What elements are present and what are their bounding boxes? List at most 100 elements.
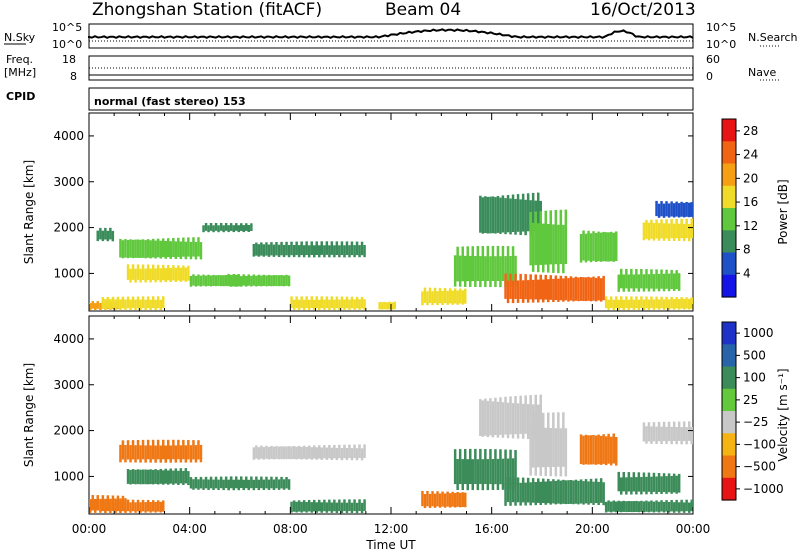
power-region-1-cell xyxy=(104,227,107,240)
velocity-region-9-cell xyxy=(496,458,500,490)
velocity-region-7-cell xyxy=(310,502,313,513)
power-region-7-cell xyxy=(287,245,291,258)
power-region-11-cell xyxy=(438,287,442,304)
power-region-7-cell xyxy=(315,241,318,255)
power-region-7-cell xyxy=(363,245,366,258)
power-region-13-cell xyxy=(526,193,530,232)
power-region-12-cell xyxy=(499,256,502,288)
velocity-region-1-cell xyxy=(119,444,122,463)
velocity-region-5-cell xyxy=(363,444,366,458)
power-region-11-cell xyxy=(458,288,462,304)
power-region-14-cell xyxy=(526,280,530,303)
velocity-region-15-cell xyxy=(662,421,666,442)
velocity-region-10-cell xyxy=(479,399,482,436)
velocity-region-7-cell xyxy=(325,502,329,513)
velocity-region-5-cell xyxy=(282,446,286,460)
velocity-region-0-cell xyxy=(99,498,102,513)
velocity-region-5-cell xyxy=(315,447,318,460)
power-region-7-cell xyxy=(267,244,271,257)
power-region-16-cell xyxy=(589,233,593,263)
power-region-2-cell xyxy=(194,242,198,260)
power-region-20-cell xyxy=(667,299,671,310)
power-region-7-cell xyxy=(280,241,283,256)
power-region-14-cell xyxy=(554,275,558,300)
power-region-18-cell xyxy=(672,223,676,241)
power-region-1-cell xyxy=(96,230,99,242)
power-region-11-cell xyxy=(436,291,439,306)
velocity-region-11-cell xyxy=(506,477,510,503)
velocity-region-3-cell xyxy=(162,500,165,512)
power-region-9-cell xyxy=(345,296,349,309)
velocity-region-16-cell xyxy=(657,501,661,513)
power-region-18-cell xyxy=(652,222,656,241)
power-region-16-cell xyxy=(579,234,583,263)
velocity-region-13-cell xyxy=(589,435,593,465)
velocity-region-11-cell xyxy=(552,479,555,504)
velocity-region-11-cell xyxy=(577,480,580,505)
velocity-region-5-cell xyxy=(318,445,321,459)
velocity-region-10-cell xyxy=(496,401,500,438)
power-region-20-cell xyxy=(609,296,613,309)
velocity-region-5-cell xyxy=(302,445,306,459)
velocity-region-4-cell xyxy=(217,479,220,490)
velocity-region-7-cell xyxy=(360,502,364,514)
power-region-12-cell xyxy=(453,255,457,287)
velocity-region-2-cell xyxy=(187,471,190,486)
velocity-region-4-cell xyxy=(197,479,200,490)
power-region-19-cell xyxy=(677,203,681,218)
velocity-colorbar-cell xyxy=(722,344,736,368)
velocity-colorbar-cell xyxy=(722,455,736,479)
velocity-region-11-cell xyxy=(544,481,547,505)
power-region-6-cell xyxy=(235,223,238,231)
velocity-region-6-cell xyxy=(260,476,263,489)
velocity-region-4-cell xyxy=(214,476,218,489)
power-region-11-cell xyxy=(461,290,464,305)
power-region-6-cell xyxy=(240,223,243,231)
power-region-11-cell xyxy=(426,291,429,306)
power-region-3-cell xyxy=(136,264,140,280)
power-region-3-cell xyxy=(179,267,183,282)
velocity-region-5-cell xyxy=(333,444,336,459)
velocity-region-10-cell xyxy=(514,396,517,435)
power-region-4-cell xyxy=(159,299,162,311)
velocity-region-5-cell xyxy=(348,444,351,459)
power-region-4-cell xyxy=(146,296,150,309)
power-region-7-cell xyxy=(282,244,286,258)
power-region-20-cell xyxy=(685,297,688,309)
power-region-11-cell xyxy=(428,287,432,303)
power-region-12-cell xyxy=(474,256,477,287)
power-region-20-cell xyxy=(670,296,673,309)
power-region-2-cell xyxy=(189,241,193,260)
velocity-region-8-cell xyxy=(436,491,439,507)
velocity-region-6-cell xyxy=(255,476,258,489)
power-region-20-cell xyxy=(635,296,638,309)
power-region-18-cell xyxy=(682,223,686,242)
velocity-region-4-cell xyxy=(204,476,208,489)
velocity-region-14-cell xyxy=(647,472,651,492)
power-region-8-cell xyxy=(237,274,240,286)
power-region-13-cell xyxy=(516,194,520,232)
power-region-9-cell xyxy=(350,296,354,309)
power-region-1-cell xyxy=(101,230,105,242)
velocity-region-16-cell xyxy=(625,501,628,513)
power-region-14-cell xyxy=(552,278,555,302)
velocity-region-11-cell xyxy=(589,478,593,504)
power-region-3-cell xyxy=(156,264,160,281)
velocity-region-2-cell xyxy=(141,469,145,485)
power-region-6-cell xyxy=(245,223,248,231)
power-region-9-cell xyxy=(318,299,321,311)
velocity-region-16-cell xyxy=(617,500,620,512)
power-region-18-cell xyxy=(650,219,653,239)
power-region-20-cell xyxy=(604,296,608,309)
power-region-0-cell xyxy=(94,303,97,310)
power-region-17-cell xyxy=(670,269,673,289)
velocity-colorbar-cell xyxy=(722,433,736,457)
velocity-region-14-cell xyxy=(625,477,628,495)
velocity-region-7-cell xyxy=(292,500,296,512)
power-region-14-cell xyxy=(516,280,520,303)
power-region-6-cell xyxy=(204,223,208,231)
power-region-4-cell xyxy=(134,299,137,310)
velocity-region-1-cell xyxy=(149,445,152,463)
velocity-region-10-cell xyxy=(501,402,505,438)
power-region-7-cell xyxy=(310,241,313,255)
